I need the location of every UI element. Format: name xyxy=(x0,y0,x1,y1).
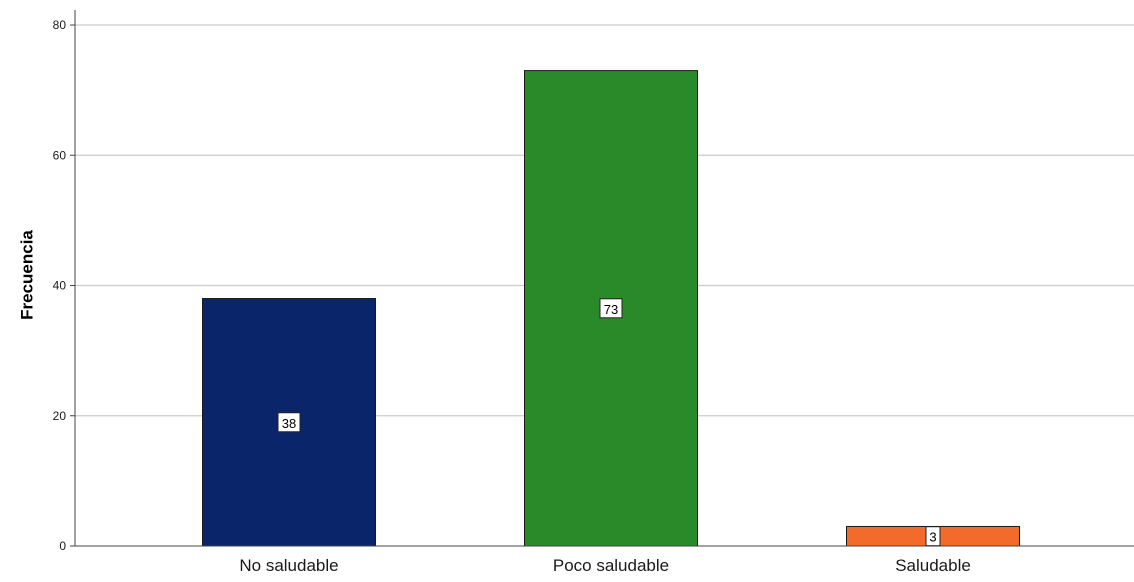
y-tick-label: 80 xyxy=(53,18,67,32)
y-tick-label: 40 xyxy=(53,279,67,293)
y-tick-label: 20 xyxy=(53,409,67,423)
data-label-box-no-saludable xyxy=(277,412,301,433)
data-label-box-saludable xyxy=(925,526,941,547)
data-label-saludable: 3 xyxy=(929,530,936,545)
y-tick-label: 0 xyxy=(59,539,66,553)
labels: 0 20 40 60 80 No saludable 38 Poco saludable 73 S… xyxy=(53,18,971,575)
x-tick-label-poco-saludable: Poco saludable xyxy=(553,556,669,575)
x-tick-label-no-saludable: No saludable xyxy=(239,556,338,575)
axes xyxy=(70,10,1134,547)
data-label-no-saludable: 38 xyxy=(282,416,296,431)
data-label-box-poco-saludable xyxy=(599,298,623,319)
x-tick-label-saludable: Saludable xyxy=(895,556,971,575)
y-tick-label: 60 xyxy=(53,148,67,162)
y-axis-label: Frecuencia xyxy=(18,230,37,320)
data-label-poco-saludable: 73 xyxy=(604,302,618,317)
